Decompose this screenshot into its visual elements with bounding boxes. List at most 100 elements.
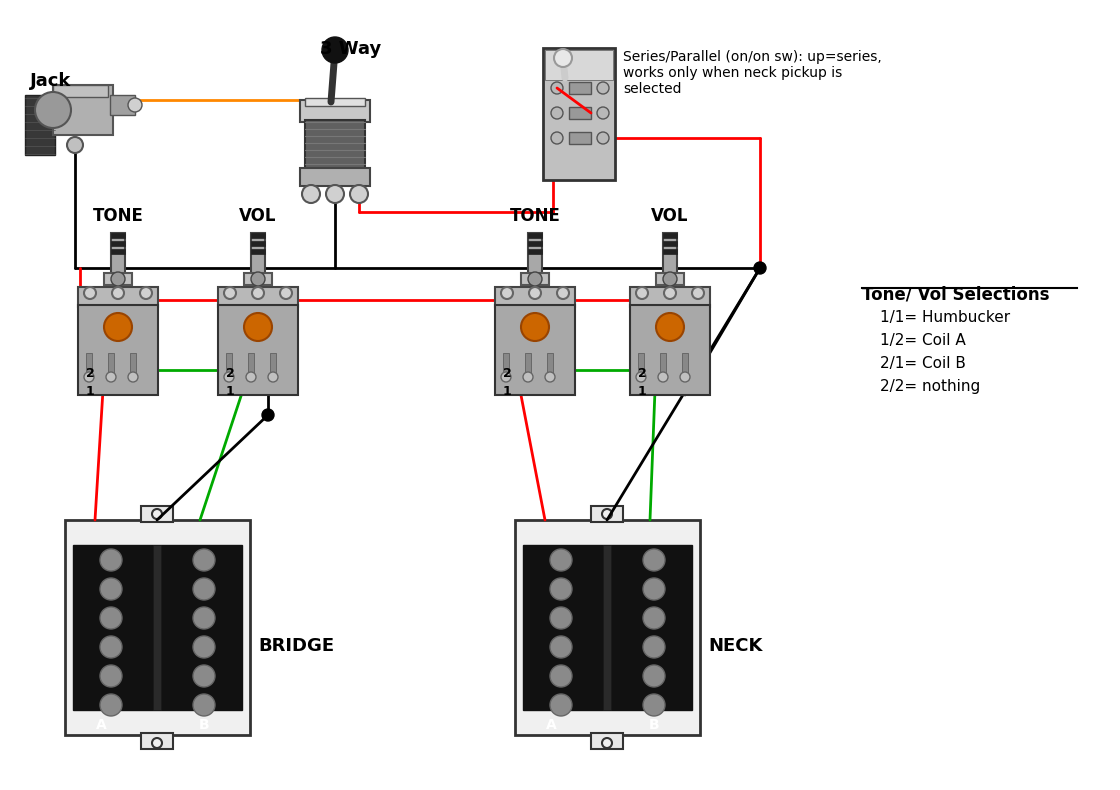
Circle shape — [656, 313, 684, 341]
Circle shape — [643, 694, 665, 716]
Text: VOL: VOL — [651, 207, 689, 225]
Bar — [543, 48, 615, 180]
Text: TONE: TONE — [510, 207, 560, 225]
Circle shape — [680, 372, 690, 382]
Circle shape — [597, 107, 609, 119]
Text: A: A — [95, 718, 106, 732]
Circle shape — [252, 287, 264, 299]
Circle shape — [280, 287, 292, 299]
Text: 2: 2 — [637, 367, 646, 380]
Circle shape — [551, 82, 563, 94]
Circle shape — [603, 738, 612, 748]
Text: BRIDGE: BRIDGE — [258, 637, 334, 655]
Circle shape — [643, 665, 665, 687]
Bar — [591, 733, 623, 749]
Circle shape — [550, 578, 572, 600]
Circle shape — [104, 313, 132, 341]
Circle shape — [302, 185, 320, 203]
Bar — [528, 233, 542, 275]
Bar — [251, 249, 265, 254]
Circle shape — [251, 272, 265, 286]
Bar — [528, 249, 542, 254]
Circle shape — [636, 372, 646, 382]
Circle shape — [528, 272, 542, 286]
Circle shape — [193, 694, 215, 716]
Circle shape — [244, 313, 272, 341]
Text: B: B — [198, 718, 209, 732]
Circle shape — [692, 287, 704, 299]
Bar — [300, 168, 370, 186]
Circle shape — [262, 409, 274, 421]
Circle shape — [545, 372, 556, 382]
Bar — [591, 506, 623, 522]
Bar — [111, 233, 125, 275]
Bar — [111, 233, 125, 238]
Circle shape — [100, 549, 122, 571]
Bar — [248, 353, 254, 375]
Bar — [495, 305, 575, 395]
Circle shape — [323, 37, 348, 63]
Bar — [495, 287, 575, 307]
Circle shape — [100, 607, 122, 629]
Text: 2/1= Coil B: 2/1= Coil B — [880, 356, 965, 371]
Circle shape — [554, 49, 572, 67]
Circle shape — [128, 372, 138, 382]
Text: 1: 1 — [503, 385, 512, 398]
Bar — [545, 50, 613, 80]
Circle shape — [597, 132, 609, 144]
Circle shape — [643, 549, 665, 571]
Text: A: A — [545, 718, 557, 732]
Bar — [141, 733, 172, 749]
Bar — [218, 305, 298, 395]
Circle shape — [550, 607, 572, 629]
Circle shape — [550, 636, 572, 658]
Text: 1: 1 — [225, 385, 234, 398]
Bar — [305, 98, 365, 106]
Bar — [111, 249, 125, 254]
Circle shape — [84, 287, 96, 299]
Circle shape — [140, 287, 152, 299]
Text: NECK: NECK — [708, 637, 763, 655]
Circle shape — [754, 262, 766, 274]
Circle shape — [193, 549, 215, 571]
Circle shape — [557, 287, 569, 299]
Bar — [111, 241, 125, 246]
Bar — [663, 249, 676, 254]
Text: VOL: VOL — [240, 207, 277, 225]
Circle shape — [246, 372, 256, 382]
Bar — [251, 233, 265, 238]
Bar — [638, 353, 644, 375]
Circle shape — [268, 372, 278, 382]
Circle shape — [224, 372, 234, 382]
Circle shape — [664, 287, 676, 299]
Text: 1: 1 — [637, 385, 646, 398]
Text: 1/1= Humbucker: 1/1= Humbucker — [880, 310, 1010, 325]
Circle shape — [35, 92, 71, 128]
Circle shape — [551, 107, 563, 119]
Circle shape — [643, 607, 665, 629]
Circle shape — [523, 372, 533, 382]
Bar — [682, 353, 688, 375]
Bar — [305, 120, 365, 170]
Circle shape — [193, 578, 215, 600]
Circle shape — [551, 132, 563, 144]
Text: Tone/ Vol Selections: Tone/ Vol Selections — [862, 285, 1049, 303]
Text: 1: 1 — [85, 385, 94, 398]
Text: Series/Parallel (on/on sw): up=series,
works only when neck pickup is
selected: Series/Parallel (on/on sw): up=series, w… — [623, 50, 881, 96]
Circle shape — [643, 636, 665, 658]
Bar — [251, 241, 265, 246]
Circle shape — [193, 665, 215, 687]
Circle shape — [106, 372, 116, 382]
Bar — [528, 233, 542, 238]
Circle shape — [193, 636, 215, 658]
Bar — [65, 520, 250, 735]
Bar — [503, 353, 508, 375]
Circle shape — [501, 287, 513, 299]
Circle shape — [100, 665, 122, 687]
Text: 1/2= Coil A: 1/2= Coil A — [880, 333, 965, 348]
Bar — [110, 95, 136, 115]
Circle shape — [663, 272, 676, 286]
Circle shape — [152, 509, 162, 519]
Bar — [515, 520, 700, 735]
Text: 2: 2 — [85, 367, 94, 380]
